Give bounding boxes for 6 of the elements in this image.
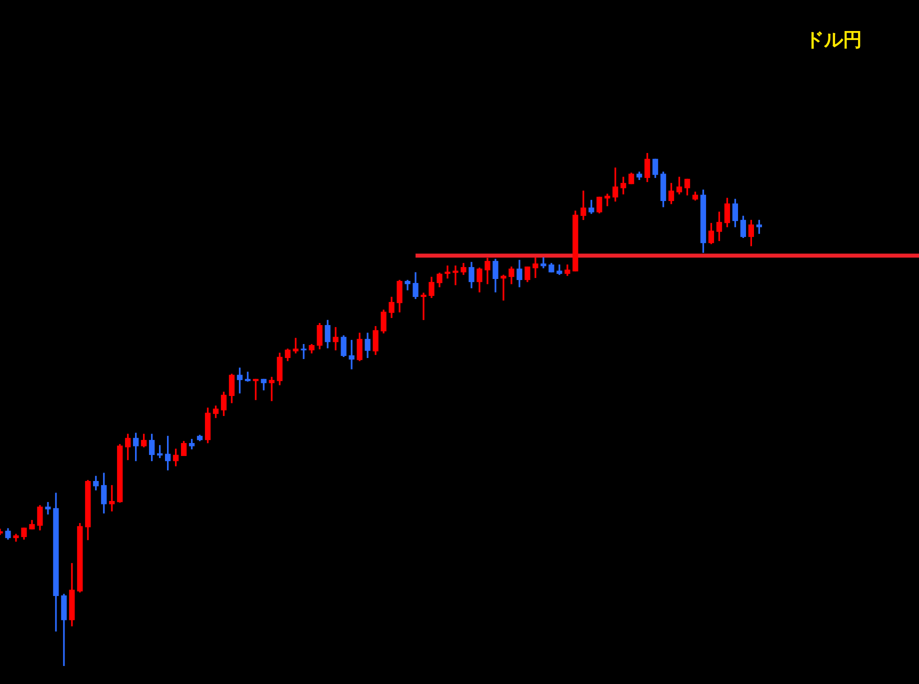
chart-title: ドル円 — [805, 30, 862, 53]
candlestick — [452, 266, 458, 286]
candlestick — [420, 292, 426, 320]
candlestick — [500, 274, 506, 301]
candlestick — [444, 266, 450, 278]
candlestick — [45, 502, 51, 514]
